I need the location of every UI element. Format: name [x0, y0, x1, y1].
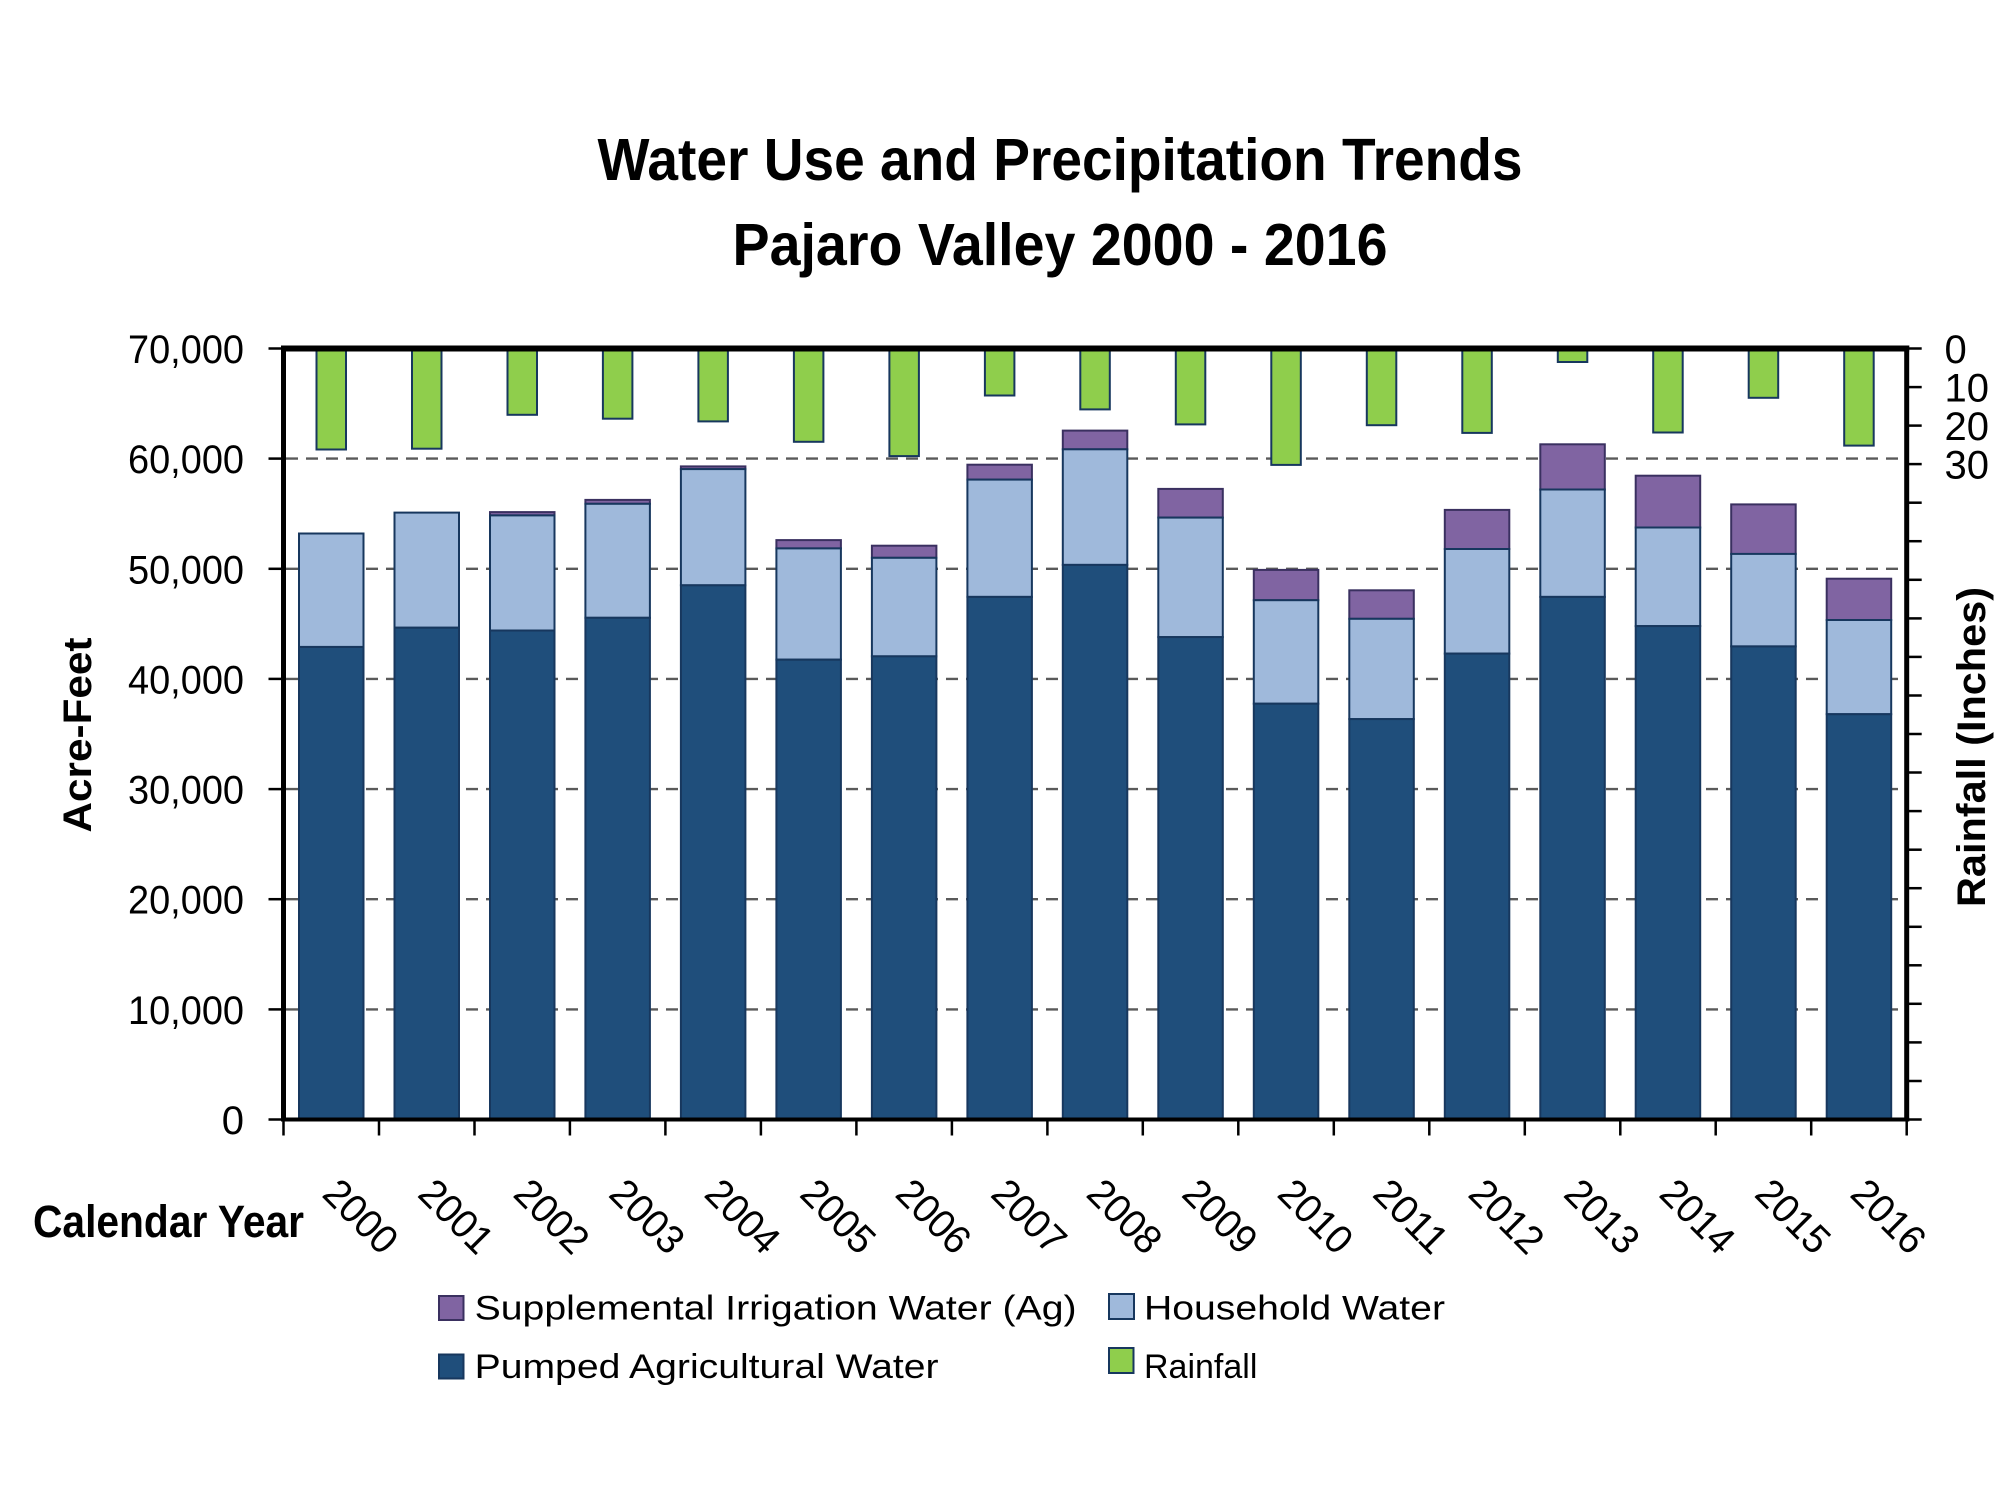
svg-text:50,000: 50,000	[128, 548, 244, 592]
svg-text:10: 10	[1945, 367, 1990, 411]
svg-text:Rainfall (Inches): Rainfall (Inches)	[1950, 587, 1994, 907]
svg-text:40,000: 40,000	[128, 658, 244, 702]
svg-text:Household Water: Household Water	[1144, 1290, 1445, 1328]
svg-text:30,000: 30,000	[128, 769, 244, 813]
svg-text:Calendar Year: Calendar Year	[33, 1196, 304, 1247]
svg-text:0: 0	[222, 1099, 244, 1143]
svg-text:10,000: 10,000	[128, 989, 244, 1033]
svg-text:30: 30	[1945, 444, 1990, 488]
svg-text:20: 20	[1945, 405, 1990, 449]
svg-text:Pumped Agricultural Water: Pumped Agricultural Water	[475, 1348, 939, 1386]
svg-text:Rainfall: Rainfall	[1144, 1348, 1257, 1386]
svg-text:20,000: 20,000	[128, 879, 244, 923]
svg-text:0: 0	[1945, 328, 1967, 372]
svg-text:70,000: 70,000	[128, 328, 244, 372]
svg-text:Pajaro Valley 2000 - 2016: Pajaro Valley 2000 - 2016	[733, 212, 1388, 278]
svg-text:60,000: 60,000	[128, 438, 244, 482]
svg-text:Supplemental Irrigation Water: Supplemental Irrigation Water (Ag)	[475, 1290, 1077, 1328]
svg-text:Water Use and Precipitation Tr: Water Use and Precipitation Trends	[598, 127, 1523, 193]
svg-text:Acre-Feet: Acre-Feet	[56, 638, 100, 833]
